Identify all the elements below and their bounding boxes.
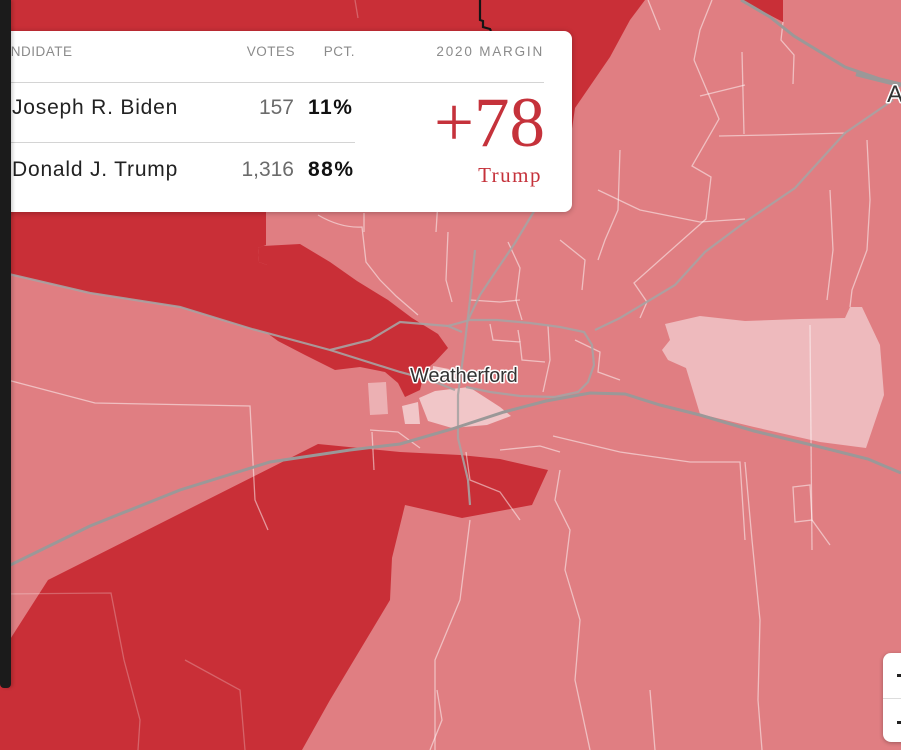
svg-text:Weatherford: Weatherford [410, 365, 518, 387]
svg-text:A: A [887, 81, 901, 108]
